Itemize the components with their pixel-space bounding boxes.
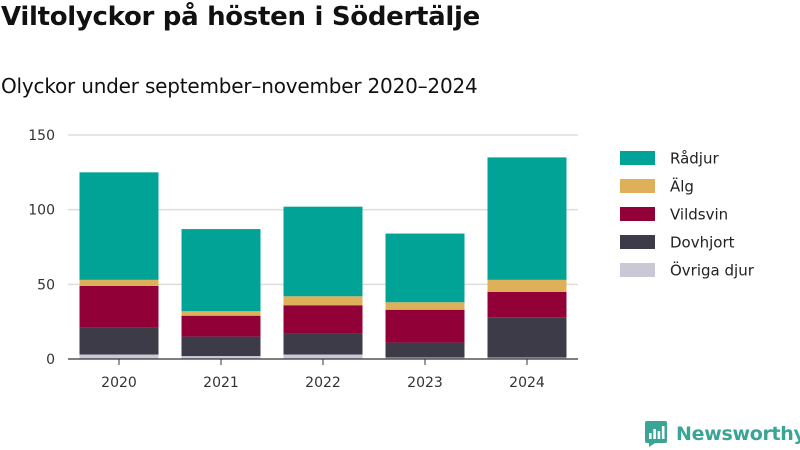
bar-stack-2023	[385, 233, 465, 359]
bar-segment	[283, 296, 363, 306]
bar-segment	[283, 305, 363, 334]
legend-swatch	[620, 151, 655, 165]
bar-segment	[181, 356, 261, 359]
bar-segment	[385, 357, 465, 359]
bar-stack-2021	[181, 229, 261, 359]
legend-label: Övriga djur	[670, 261, 755, 280]
chart-subtitle: Olyckor under september–november 2020–20…	[1, 74, 478, 98]
bar-segment	[487, 317, 567, 358]
legend-item: Älg	[620, 177, 694, 196]
x-axis: 2020 2021 2022 2023 2024	[68, 358, 578, 391]
newsworthy-logo-icon	[645, 421, 667, 447]
x-tick-label: 2022	[305, 375, 341, 391]
brand-logo: Newsworthy	[644, 419, 800, 449]
brand-name: Newsworthy	[676, 423, 800, 445]
y-tick-label: 150	[28, 128, 55, 144]
x-tick-label: 2024	[509, 375, 545, 391]
legend-label: Rådjur	[670, 150, 719, 168]
legend-item: Rådjur	[620, 150, 719, 168]
legend-item: Dovhjort	[620, 234, 735, 252]
legend-label: Dovhjort	[670, 234, 735, 252]
y-tick-label: 100	[28, 203, 55, 219]
bar-segment	[181, 336, 261, 357]
legend-item: Övriga djur	[620, 261, 755, 280]
legend: Rådjur Älg Vildsvin Dovhjort Övriga djur	[620, 150, 755, 280]
bar-segment	[385, 233, 465, 303]
bar-segment	[79, 327, 159, 355]
legend-swatch	[620, 263, 655, 277]
y-tick-label: 0	[46, 352, 55, 368]
bar-stack-2024	[487, 157, 567, 359]
bar-segment	[487, 291, 567, 318]
bar-segment	[79, 172, 159, 280]
bar-segment	[181, 229, 261, 312]
legend-swatch	[620, 207, 655, 221]
chart-title: Viltolyckor på hösten i Södertälje	[1, 2, 480, 32]
bar-segment	[283, 206, 363, 297]
bar-segment	[79, 285, 159, 328]
bar-segment	[181, 311, 261, 316]
bar-segment	[385, 302, 465, 310]
legend-swatch	[620, 179, 655, 193]
bar-segment	[487, 357, 567, 359]
bar-segment	[181, 315, 261, 337]
bar-segment	[79, 279, 159, 286]
bar-segment	[487, 279, 567, 292]
bar-segment	[385, 342, 465, 358]
bar-segment	[487, 157, 567, 280]
legend-item: Vildsvin	[620, 206, 728, 224]
x-tick-label: 2021	[203, 375, 239, 391]
bar-segment	[385, 309, 465, 343]
legend-swatch	[620, 235, 655, 249]
x-tick-label: 2020	[101, 375, 137, 391]
bar-segment	[283, 354, 363, 359]
bar-stacks	[79, 157, 567, 359]
bar-segment	[79, 354, 159, 359]
y-tick-label: 50	[37, 277, 55, 293]
x-tick-label: 2023	[407, 375, 443, 391]
bar-stack-2020	[79, 172, 159, 359]
bar-stack-2022	[283, 206, 363, 359]
legend-label: Älg	[670, 177, 694, 196]
bar-segment	[283, 333, 363, 355]
y-axis: 0 50 100 150	[28, 128, 55, 368]
legend-label: Vildsvin	[670, 206, 728, 224]
